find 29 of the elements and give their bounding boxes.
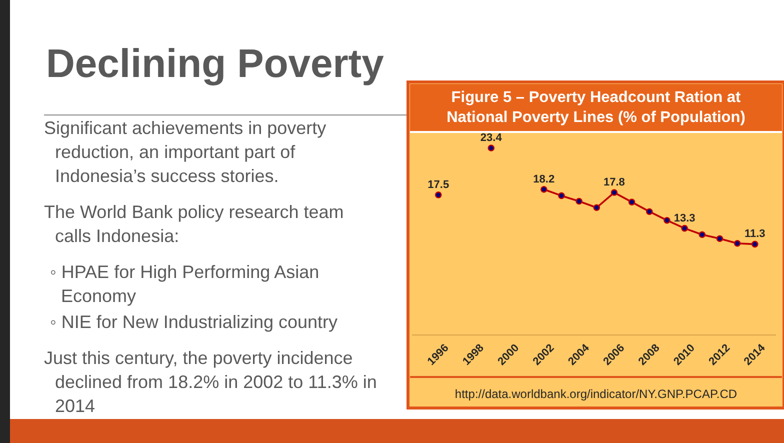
text: Just this century, the poverty incidence declined from 18.2% in 2002 to 11.3% in 2014: [44, 348, 377, 416]
point: [576, 198, 582, 205]
data-label: 23.4: [480, 132, 503, 144]
point: [610, 189, 618, 196]
text: Significant achievements in poverty reduction, an important part of Indonesia’s success stories.: [44, 118, 326, 186]
chart-subtitle: Figure 5 – Poverty Headcount Ration at National Poverty Lines (% of Population): [446, 89, 746, 126]
point: [716, 235, 724, 242]
point: [434, 192, 442, 198]
point: [734, 240, 741, 247]
point: [698, 231, 706, 238]
point: [488, 144, 495, 152]
data-label: 18.2: [533, 173, 555, 186]
data-label: 13.3: [674, 212, 696, 224]
point: [593, 204, 600, 212]
data-label: 17.5: [428, 178, 450, 191]
point: [664, 216, 670, 224]
point: [540, 186, 548, 193]
point: [681, 224, 688, 232]
chart-title: Declining Poverty: [46, 42, 385, 86]
text: http://data.worldbank.org/indicator/NY.GNP.PCAP.CD: [454, 387, 738, 401]
point: [752, 240, 758, 248]
text: ◦ NIE for New Industrializing country: [50, 312, 338, 332]
data-label: 11.3: [744, 228, 766, 240]
data-label: 17.8: [604, 176, 625, 189]
text: The World Bank policy research team calls Indonesia:: [44, 202, 344, 246]
text: ◦ HPAE for High Performing Asian Economy: [50, 262, 320, 306]
point: [646, 208, 653, 215]
point: [628, 198, 636, 206]
point: [558, 192, 565, 200]
